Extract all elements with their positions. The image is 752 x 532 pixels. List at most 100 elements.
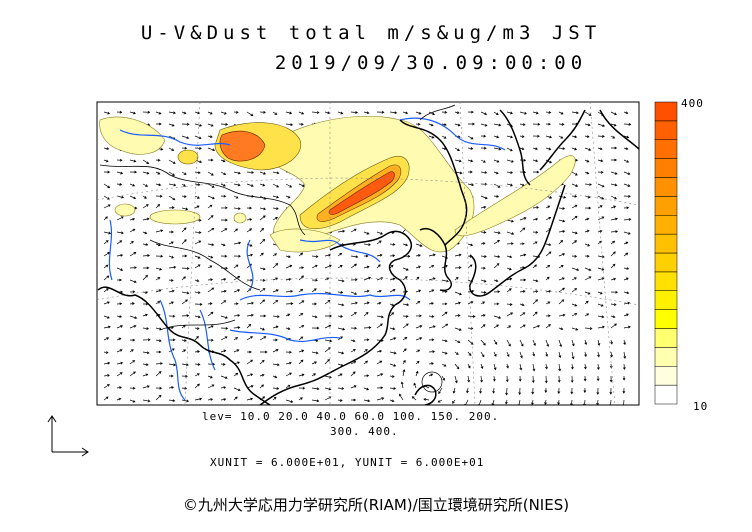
wind-arrow [389, 264, 394, 269]
wind-arrow [480, 146, 487, 150]
wind-arrow [220, 122, 229, 126]
wind-arrow [363, 289, 370, 293]
wind-arrow [272, 195, 280, 199]
wind-arrow [584, 276, 592, 281]
wind-arrow [246, 359, 254, 365]
wind-arrow [480, 301, 486, 305]
wind-arrow [129, 324, 137, 329]
wind-arrow [437, 399, 443, 403]
wind-arrow [116, 315, 123, 318]
wind-arrow [337, 265, 343, 269]
wind-arrow [545, 276, 550, 281]
wind-arrow [117, 278, 122, 282]
wind-arrow [570, 387, 574, 395]
wind-arrow [103, 275, 110, 281]
wind-arrow [376, 323, 383, 329]
wind-arrow [207, 227, 215, 233]
wind-arrow [311, 264, 318, 269]
wind-arrow [441, 302, 448, 306]
wind-arrow [532, 264, 537, 269]
wind-arrow [571, 277, 577, 281]
wind-arrow [558, 313, 566, 317]
wind-arrow [129, 290, 136, 294]
wind-arrow [142, 159, 150, 164]
wind-arrow [623, 277, 629, 281]
wind-arrow [480, 230, 487, 234]
wind-arrow [181, 299, 188, 305]
wind-arrow [402, 323, 409, 329]
wind-arrow [337, 327, 346, 331]
wind-arrow [363, 399, 371, 403]
wind-arrow [518, 387, 522, 396]
wind-arrow [233, 302, 239, 306]
wind-arrow [506, 363, 509, 369]
wind-arrow [207, 384, 215, 389]
wind-arrow [155, 289, 162, 293]
wind-arrow [558, 327, 564, 331]
wind-arrow [477, 399, 482, 405]
wind-arrow [506, 242, 514, 246]
wind-arrow [259, 327, 265, 331]
colorbar-swatch [654, 347, 678, 367]
wind-arrow [207, 338, 214, 342]
colorbar-swatch [654, 252, 678, 273]
wind-arrow [116, 216, 124, 221]
colorbar-swatch [654, 215, 678, 235]
wind-arrow [596, 363, 600, 370]
wind-arrow [610, 135, 616, 139]
wind-arrow [324, 264, 332, 269]
wind-arrow [207, 183, 215, 188]
wind-arrow [129, 240, 134, 245]
wind-arrow [557, 399, 561, 405]
wind-arrow [532, 147, 538, 151]
wind-arrow [103, 240, 109, 245]
wind-arrow [103, 264, 109, 269]
wind-arrow [428, 302, 434, 305]
wind-arrow [233, 110, 239, 114]
wind-arrow [311, 288, 317, 293]
wind-arrow [480, 363, 484, 370]
wind-arrow [452, 387, 456, 394]
wind-arrow [181, 146, 188, 150]
wind-arrow [610, 183, 618, 187]
wind-arrow [272, 289, 279, 293]
wind-arrow [363, 349, 368, 353]
wind-arrow [116, 182, 123, 186]
wind-arrow [220, 266, 229, 270]
coastlines [97, 109, 639, 405]
wind-arrow [207, 215, 214, 221]
wind-arrow [350, 312, 357, 317]
wind-arrow [220, 326, 229, 330]
wind-arrow [246, 218, 253, 221]
wind-arrow [116, 386, 122, 389]
wind-arrow [298, 373, 305, 377]
wind-arrow [415, 370, 419, 377]
wind-arrow [597, 315, 605, 319]
wind-arrow [467, 301, 474, 305]
wind-arrow [480, 375, 483, 383]
wind-arrow [272, 207, 279, 211]
wind-arrow [207, 171, 214, 176]
wind-arrow [428, 111, 436, 116]
wind-arrow [493, 183, 501, 188]
wind-arrow [597, 255, 605, 259]
wind-arrow [506, 267, 512, 271]
wind-arrow [415, 360, 420, 365]
wind-arrow [517, 399, 521, 405]
wind-arrow [493, 279, 499, 283]
wind-arrow [259, 238, 266, 245]
wind-arrow [155, 158, 161, 162]
wind-arrow [285, 399, 294, 403]
wind-arrow [207, 123, 214, 127]
wind-arrow [129, 338, 136, 342]
wind-arrow [220, 218, 228, 222]
wind-arrow [363, 265, 370, 269]
wind-arrow [519, 278, 527, 282]
wind-arrow [415, 122, 421, 126]
colorbar-swatch [654, 158, 678, 178]
wind-arrow [493, 231, 501, 235]
wind-arrow [337, 303, 345, 307]
wind-arrow [596, 399, 600, 405]
wind-arrow [246, 228, 253, 233]
wind-arrow [233, 337, 239, 341]
